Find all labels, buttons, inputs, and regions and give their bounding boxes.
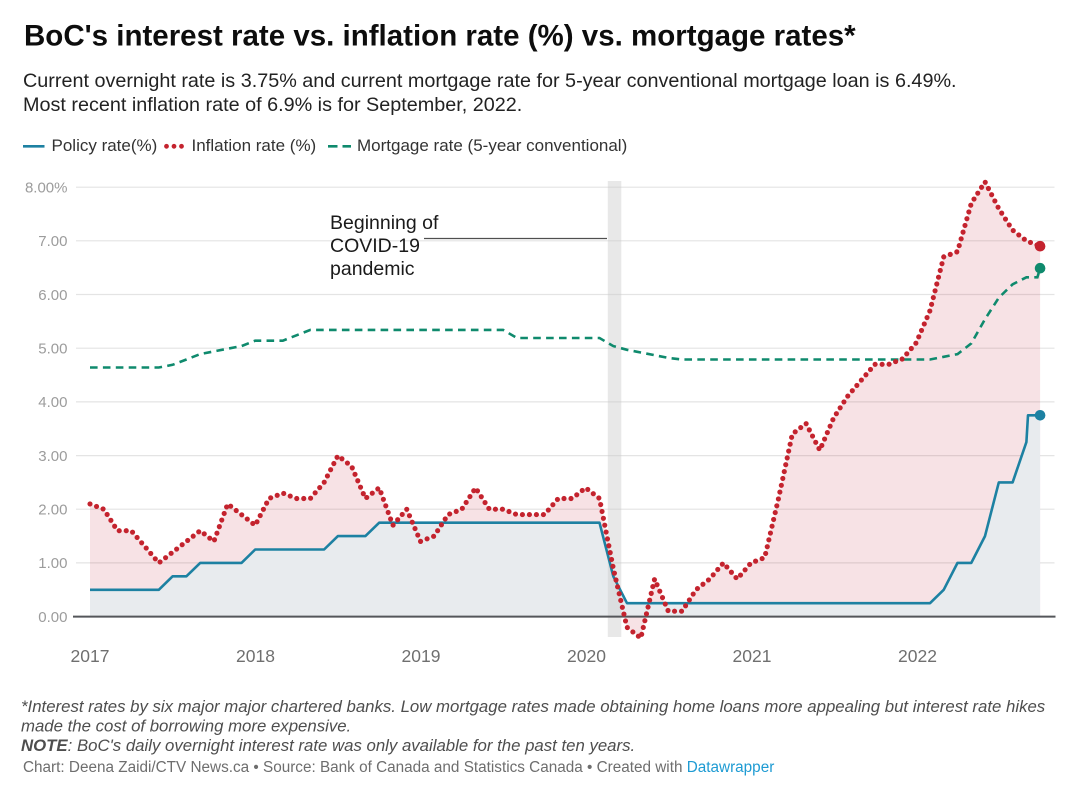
svg-text:2017: 2017: [71, 646, 110, 666]
svg-text:2022: 2022: [898, 646, 937, 666]
svg-text:5.00: 5.00: [38, 341, 67, 358]
svg-text:3.00: 3.00: [38, 448, 67, 465]
svg-text:8.00%: 8.00%: [25, 180, 68, 197]
svg-text:*Interest rates by six major m: *Interest rates by six major major chart…: [21, 697, 1046, 716]
svg-text:7.00: 7.00: [38, 233, 67, 250]
svg-text:2019: 2019: [402, 646, 441, 666]
svg-text:Chart: Deena Zaidi/CTV News.ca: Chart: Deena Zaidi/CTV News.ca • Source:…: [23, 759, 774, 776]
svg-text:2018: 2018: [236, 646, 275, 666]
svg-text:BoC's interest rate vs. inflat: BoC's interest rate vs. inflation rate (…: [24, 20, 856, 53]
svg-text:made the cost of borrowing mor: made the cost of borrowing more expensiv…: [21, 717, 351, 736]
svg-text:Most recent inflation rate of: Most recent inflation rate of 6.9% is fo…: [23, 94, 522, 116]
svg-text:Policy rate(%): Policy rate(%): [52, 136, 158, 155]
svg-text:Beginning of: Beginning of: [330, 212, 439, 234]
svg-text:Mortgage rate (5-year conventi: Mortgage rate (5-year conventional): [357, 136, 627, 155]
svg-text:NOTE: BoC's daily overnight in: NOTE: BoC's daily overnight interest rat…: [21, 736, 635, 755]
svg-text:Inflation rate (%): Inflation rate (%): [192, 136, 317, 155]
svg-text:2021: 2021: [733, 646, 772, 666]
svg-text:4.00: 4.00: [38, 394, 67, 411]
svg-text:1.00: 1.00: [38, 555, 67, 572]
svg-text:2.00: 2.00: [38, 502, 67, 519]
svg-text:Current overnight rate is 3.75: Current overnight rate is 3.75% and curr…: [23, 70, 957, 92]
svg-text:COVID-19: COVID-19: [330, 235, 420, 257]
svg-text:6.00: 6.00: [38, 287, 67, 304]
svg-text:2020: 2020: [567, 646, 606, 666]
svg-text:pandemic: pandemic: [330, 258, 415, 280]
svg-text:0.00: 0.00: [38, 609, 67, 626]
